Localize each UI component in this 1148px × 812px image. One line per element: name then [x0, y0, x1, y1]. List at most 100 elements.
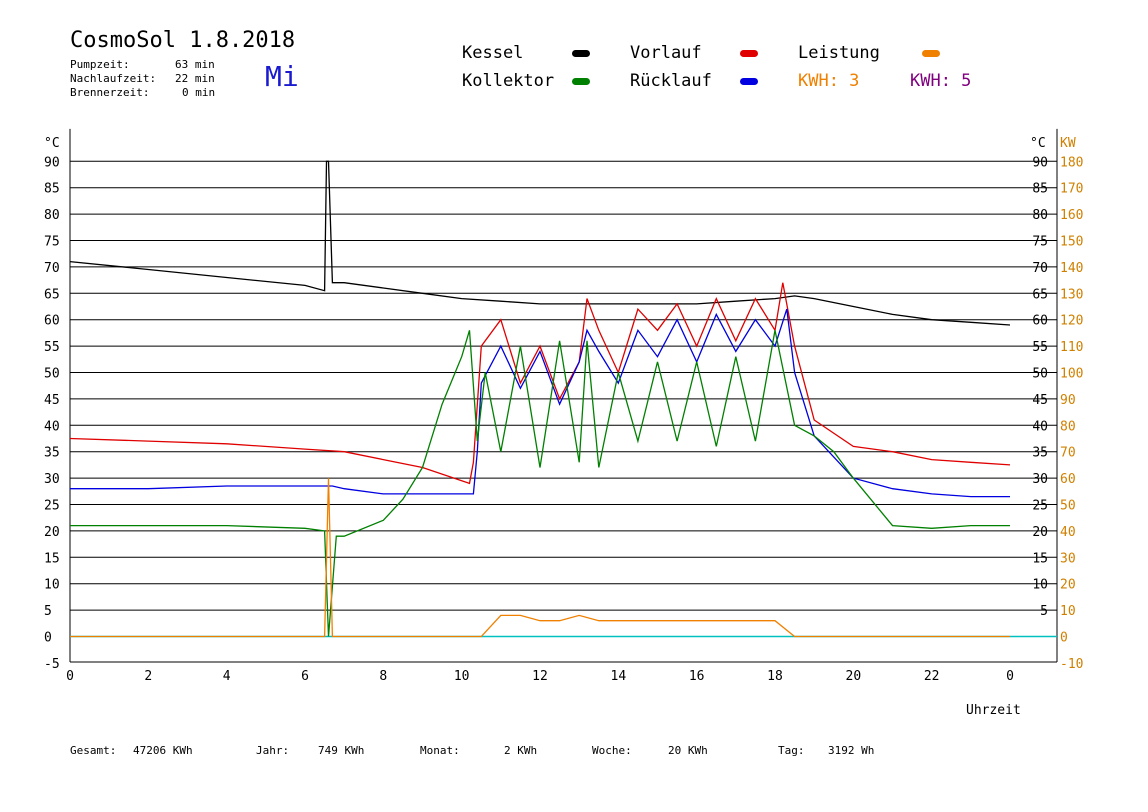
y-tick-label-right: 80 — [1032, 208, 1048, 223]
y-tick-label: 50 — [44, 367, 60, 382]
nachlauf-label: Nachlaufzeit: — [70, 72, 157, 85]
kw-tick-label: 20 — [1060, 578, 1076, 593]
y-tick-label-right: 55 — [1032, 340, 1048, 355]
y-tick-label-right: 85 — [1032, 182, 1048, 197]
footer-woche-label: Woche: — [592, 744, 632, 757]
kw-tick-label: 30 — [1060, 551, 1076, 566]
y-tick-label-right: 30 — [1032, 472, 1048, 487]
y-tick-label: 80 — [44, 208, 60, 223]
y-tick-label-right: 40 — [1032, 419, 1048, 434]
kw-tick-label: 80 — [1060, 419, 1076, 434]
y-tick-label-right: 15 — [1032, 551, 1048, 566]
y-tick-label: 65 — [44, 287, 60, 302]
legend-kwh-leistung: KWH: 3 — [798, 71, 860, 91]
chart-title: CosmoSol 1.8.2018 — [70, 28, 296, 53]
x-tick-label: 22 — [924, 669, 940, 684]
x-tick-label: 10 — [454, 669, 470, 684]
weekday-label: Mi — [265, 60, 299, 93]
x-tick-label: 8 — [379, 669, 387, 684]
brenner-label: Brennerzeit: — [70, 86, 150, 99]
nachlauf-value: 22 min — [175, 72, 215, 85]
y-tick-label: 5 — [44, 604, 52, 619]
kw-tick-label: 160 — [1060, 208, 1083, 223]
kw-tick-label: 60 — [1060, 472, 1076, 487]
pump-label: Pumpzeit: — [70, 58, 130, 71]
y-tick-label-right: 50 — [1032, 367, 1048, 382]
y-tick-label-right: 60 — [1032, 314, 1048, 329]
x-tick-label: 6 — [301, 669, 309, 684]
y-tick-label: 0 — [44, 631, 52, 646]
legend-kollektor-swatch — [572, 78, 590, 85]
x-tick-label: 0 — [1006, 669, 1014, 684]
y-tick-label-right: 35 — [1032, 446, 1048, 461]
x-tick-label: 0 — [66, 669, 74, 684]
legend-kwh-second: KWH: 5 — [910, 71, 972, 91]
y-tick-label-right: 90 — [1032, 155, 1048, 170]
footer-gesamt-value: 47206 KWh — [133, 744, 193, 757]
x-tick-label: 18 — [767, 669, 783, 684]
y-tick-label-right: 10 — [1032, 578, 1048, 593]
footer-gesamt-label: Gesamt: — [70, 744, 117, 757]
x-tick-label: 4 — [223, 669, 231, 684]
kw-axis-unit: KW — [1060, 136, 1076, 151]
y-tick-label: 15 — [44, 551, 60, 566]
legend-leistung: Leistung — [798, 43, 880, 63]
kw-tick-label: 170 — [1060, 182, 1083, 197]
y-tick-label: 55 — [44, 340, 60, 355]
series-line-kessel — [69, 160, 1011, 326]
legend-kessel: Kessel — [462, 43, 524, 63]
kw-tick-label: 110 — [1060, 340, 1083, 355]
kw-tick-label: 90 — [1060, 393, 1076, 408]
footer-jahr-label: Jahr: — [256, 744, 290, 757]
kw-tick-label: 70 — [1060, 446, 1076, 461]
kw-tick-label: 10 — [1060, 604, 1076, 619]
pump-value: 63 min — [175, 58, 215, 71]
kw-tick-label: 50 — [1060, 499, 1076, 514]
footer-woche-value: 20 KWh — [668, 744, 708, 757]
x-tick-label: 14 — [611, 669, 627, 684]
y-tick-label: 40 — [44, 419, 60, 434]
brenner-value: 0 min — [182, 86, 216, 99]
series-line-vorlauf — [69, 282, 1011, 485]
kw-tick-label: 120 — [1060, 314, 1083, 329]
x-tick-label: 20 — [846, 669, 862, 684]
series-line-leistung — [70, 478, 1010, 638]
y-tick-label: 20 — [44, 525, 60, 540]
series-line-kollektor — [70, 330, 1010, 637]
kw-tick-label: 150 — [1060, 235, 1083, 250]
x-tick-label: 2 — [144, 669, 152, 684]
y-tick-label-right: 25 — [1032, 499, 1048, 514]
y-tick-label-right: 5 — [1040, 604, 1048, 619]
y-tick-label-right: 65 — [1032, 287, 1048, 302]
y-tick-label: 85 — [44, 182, 60, 197]
footer-monat-label: Monat: — [420, 744, 460, 757]
y-tick-label-right: 45 — [1032, 393, 1048, 408]
y-tick-label: 60 — [44, 314, 60, 329]
kw-tick-label: 100 — [1060, 367, 1083, 382]
legend-ruecklauf: Rücklauf — [630, 71, 712, 91]
y-tick-label: 10 — [44, 578, 60, 593]
footer-jahr-value: 749 KWh — [318, 744, 365, 757]
y-tick-label: 45 — [44, 393, 60, 408]
x-tick-label: 12 — [532, 669, 548, 684]
y-tick-label: 90 — [44, 155, 60, 170]
y-tick-label: 75 — [44, 235, 60, 250]
footer-tag-label: Tag: — [778, 744, 805, 757]
kw-tick-label: -10 — [1060, 657, 1083, 672]
footer-monat-value: 2 KWh — [504, 744, 538, 757]
x-tick-label: 16 — [689, 669, 705, 684]
kw-tick-label: 130 — [1060, 287, 1083, 302]
y-tick-label: 30 — [44, 472, 60, 487]
legend-kessel-swatch — [572, 50, 590, 57]
y-axis-unit-left: °C — [44, 136, 60, 151]
legend-vorlauf: Vorlauf — [630, 43, 702, 63]
y-tick-label-right: 20 — [1032, 525, 1048, 540]
kw-tick-label: 0 — [1060, 631, 1068, 646]
x-axis-label: Uhrzeit — [966, 703, 1021, 718]
y-tick-label: 35 — [44, 446, 60, 461]
legend-leistung-swatch — [922, 50, 940, 57]
y-tick-label: 25 — [44, 499, 60, 514]
kw-tick-label: 180 — [1060, 155, 1083, 170]
y-tick-label: 70 — [44, 261, 60, 276]
